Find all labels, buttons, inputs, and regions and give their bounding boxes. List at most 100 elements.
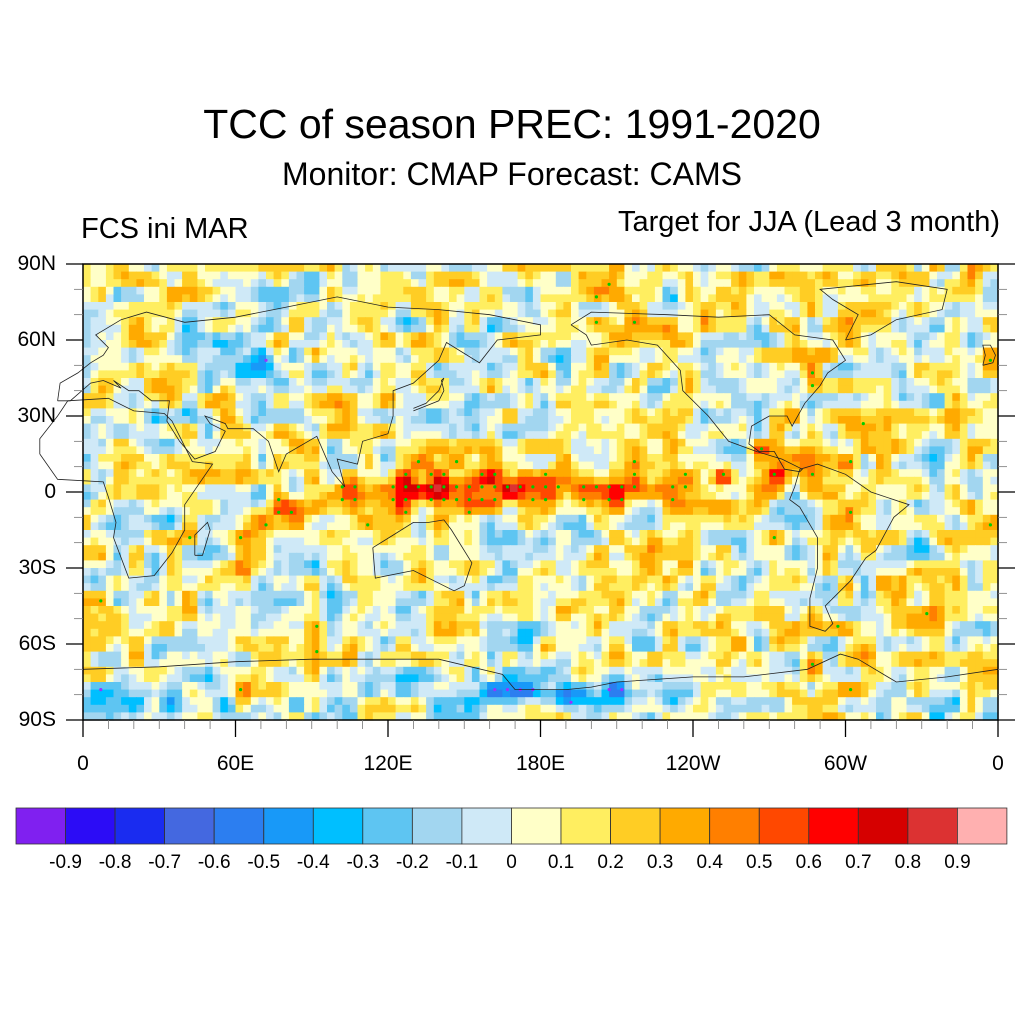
field-cell: [769, 522, 778, 531]
field-cell: [883, 514, 892, 523]
field-cell: [906, 362, 915, 371]
field-cell: [967, 378, 976, 387]
field-cell: [83, 438, 92, 447]
field-cell: [426, 279, 435, 288]
field-cell: [891, 537, 900, 546]
field-cell: [296, 370, 305, 379]
field-cell: [632, 461, 641, 470]
field-cell: [250, 423, 259, 432]
field-cell: [296, 514, 305, 523]
field-cell: [937, 309, 946, 318]
field-cell: [670, 385, 679, 394]
field-cell: [433, 324, 442, 333]
field-cell: [975, 355, 984, 364]
field-cell: [815, 476, 824, 485]
field-cell: [693, 522, 702, 531]
field-cell: [159, 461, 168, 470]
field-cell: [914, 393, 923, 402]
field-cell: [456, 264, 465, 273]
field-cell: [792, 454, 801, 463]
field-cell: [266, 560, 275, 569]
field-cell: [700, 476, 709, 485]
field-cell: [388, 400, 397, 409]
field-cell: [304, 378, 313, 387]
field-cell: [700, 309, 709, 318]
field-cell: [395, 408, 404, 417]
field-cell: [616, 469, 625, 478]
field-cell: [914, 499, 923, 508]
field-cell: [319, 279, 328, 288]
field-cell: [517, 492, 526, 501]
field-cell: [502, 514, 511, 523]
field-cell: [616, 484, 625, 493]
field-cell: [205, 393, 214, 402]
field-cell: [212, 514, 221, 523]
field-cell: [121, 568, 130, 577]
field-cell: [715, 362, 725, 371]
field-cell: [418, 461, 427, 470]
field-cell: [418, 332, 427, 341]
field-cell: [151, 552, 160, 561]
field-cell: [182, 499, 191, 508]
field-cell: [479, 484, 488, 493]
field-cell: [235, 385, 244, 394]
field-cell: [693, 530, 702, 539]
field-cell: [677, 324, 686, 333]
field-cell: [525, 400, 534, 409]
field-cell: [624, 560, 633, 569]
field-cell: [708, 302, 717, 311]
field-cell: [578, 370, 587, 379]
field-cell: [227, 446, 237, 455]
field-cell: [548, 438, 557, 447]
field-cell: [426, 454, 435, 463]
field-cell: [746, 568, 755, 577]
field-cell: [372, 347, 381, 356]
field-cell: [487, 514, 496, 523]
field-cell: [555, 438, 564, 447]
field-cell: [723, 416, 732, 425]
field-cell: [761, 507, 770, 516]
field-cell: [792, 370, 801, 379]
field-cell: [586, 514, 595, 523]
field-cell: [959, 294, 969, 303]
field-cell: [792, 340, 801, 349]
field-cell: [471, 454, 481, 463]
field-cell: [456, 499, 465, 508]
field-cell: [921, 461, 930, 470]
field-cell: [799, 294, 808, 303]
field-cell: [212, 530, 221, 539]
field-cell: [220, 362, 229, 371]
field-cell: [624, 347, 633, 356]
field-cell: [982, 385, 991, 394]
field-cell: [807, 530, 816, 539]
field-cell: [441, 324, 450, 333]
field-cell: [624, 423, 633, 432]
field-cell: [136, 279, 145, 288]
field-cell: [113, 264, 122, 273]
field-cell: [510, 332, 519, 341]
field-cell: [708, 522, 717, 531]
field-cell: [586, 438, 595, 447]
field-cell: [982, 507, 991, 516]
field-cell: [227, 362, 237, 371]
field-cell: [365, 499, 374, 508]
field-cell: [883, 400, 892, 409]
field-cell: [876, 408, 885, 417]
field-cell: [609, 484, 618, 493]
field-cell: [784, 400, 793, 409]
field-cell: [144, 423, 153, 432]
field-cell: [830, 317, 839, 326]
field-cell: [807, 271, 816, 280]
field-cell: [654, 499, 664, 508]
field-cell: [197, 302, 206, 311]
field-cell: [929, 347, 938, 356]
field-cell: [281, 355, 290, 364]
field-cell: [975, 264, 984, 273]
field-cell: [845, 347, 854, 356]
field-cell: [98, 271, 107, 280]
field-cell: [258, 309, 267, 318]
field-cell: [700, 431, 709, 440]
field-cell: [982, 378, 991, 387]
field-cell: [967, 530, 976, 539]
field-cell: [571, 560, 580, 569]
